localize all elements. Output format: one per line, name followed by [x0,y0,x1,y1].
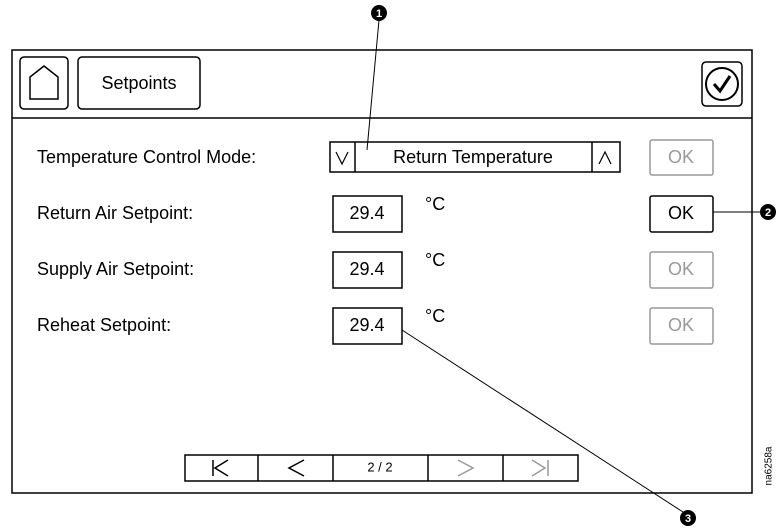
field-value: 29.4 [349,259,384,279]
unit: °C [425,194,445,214]
unit: °C [425,306,445,326]
field-value: 29.4 [349,203,384,223]
callout: 1 [371,5,387,21]
row-label: Temperature Control Mode: [37,147,256,167]
ok-button[interactable]: OK [649,139,714,176]
ok-box [649,307,714,345]
next-page[interactable] [457,459,475,477]
last-page[interactable] [531,459,549,477]
callout-line [401,329,684,513]
row-label: Supply Air Setpoint: [37,259,194,279]
title-button[interactable]: Setpoints [77,56,201,110]
value-field[interactable]: 29.4 [332,195,403,233]
field-box [332,251,403,289]
ok-label: OK [668,315,694,335]
confirm-button[interactable] [701,61,743,107]
callout-number: 3 [685,513,691,525]
value-field[interactable]: 29.4 [332,307,403,345]
mode-dropdown[interactable]: Return Temperature [329,141,621,173]
dropdown-value: Return Temperature [393,147,553,167]
ok-label: OK [668,203,694,223]
ok-button[interactable]: OK [649,251,714,289]
pager: 2 / 2 [184,454,579,482]
ok-box [649,251,714,289]
value-field[interactable]: 29.4 [332,251,403,289]
field-box [332,195,403,233]
home-button[interactable] [19,56,69,110]
callout: 3 [680,510,696,526]
callout: 2 [760,204,776,220]
field-value: 29.4 [349,315,384,335]
first-page[interactable] [212,459,229,477]
ok-button[interactable]: OK [649,307,714,345]
unit: °C [425,250,445,270]
page-indicator: 2 / 2 [367,459,392,474]
field-box [332,307,403,345]
callout-number: 2 [765,207,771,219]
ok-label: OK [668,147,694,167]
ok-label: OK [668,259,694,279]
row-label: Reheat Setpoint: [37,315,171,335]
ok-box [649,195,714,233]
row-label: Return Air Setpoint: [37,203,193,223]
screen-title: Setpoints [101,73,176,93]
callout-line [366,19,380,151]
prev-page[interactable] [287,459,305,477]
ok-button[interactable]: OK [649,195,714,233]
figure-id: na6258a [764,446,775,485]
callout-number: 1 [376,8,382,20]
